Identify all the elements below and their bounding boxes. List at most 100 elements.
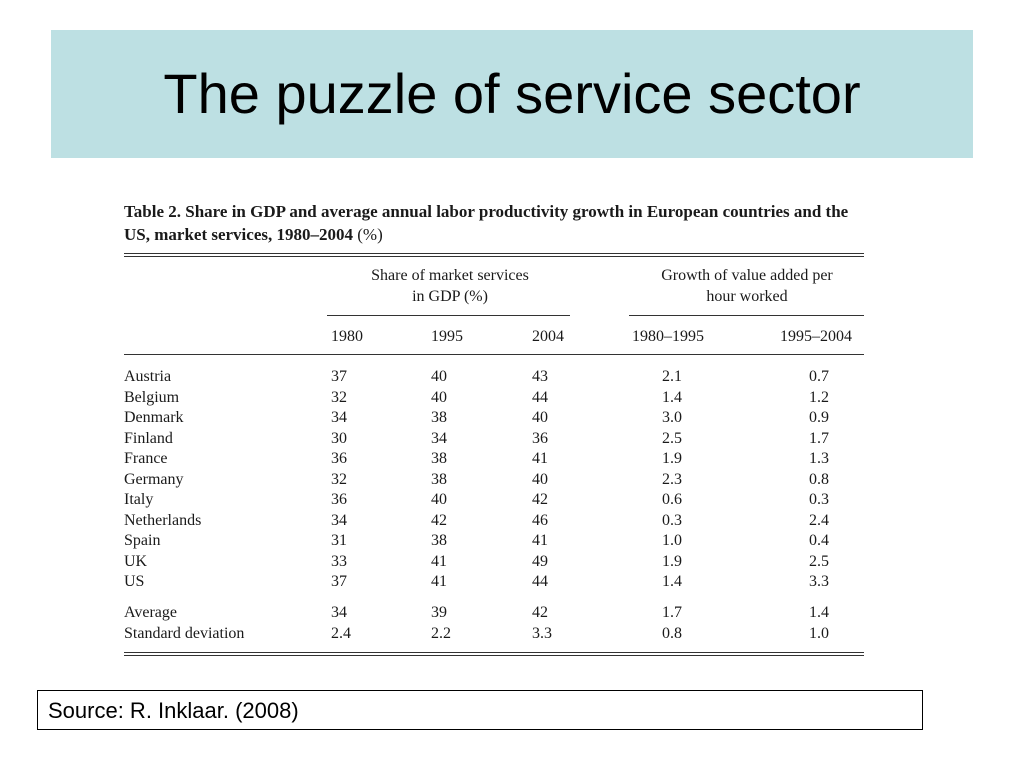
cell-share-1980: 32 <box>331 470 347 488</box>
cell-share-2004: 41 <box>532 450 548 467</box>
cell-growth-1980-1995: 2.1 <box>662 368 682 385</box>
group-header-share: Share of market services in GDP (%) <box>371 267 529 305</box>
column-header-2004: 2004 <box>532 328 564 345</box>
cell-share-2004: 44 <box>532 573 548 590</box>
cell-country: US <box>124 573 145 590</box>
cell-country: Average <box>124 604 177 621</box>
cell-share-1995: 40 <box>431 491 447 508</box>
cell-share-1995: 41 <box>431 573 447 590</box>
column-header-1980-1995: 1980–1995 <box>632 328 704 345</box>
cell-country: Finland <box>124 429 173 447</box>
cell-growth-1995-2004: 1.0 <box>809 624 829 642</box>
cell-share-1980: 34 <box>331 604 347 621</box>
cell-share-1980: 34 <box>331 511 347 529</box>
table-row: Austria 37 40 43 2.1 0.7 <box>124 367 864 387</box>
cell-growth-1995-2004: 0.3 <box>809 491 829 508</box>
cell-country: Germany <box>124 470 184 488</box>
table-row: Belgium 32 40 44 1.4 1.2 <box>124 388 864 408</box>
cell-growth-1980-1995: 1.9 <box>662 552 682 570</box>
cell-share-1980: 33 <box>331 552 347 570</box>
cell-growth-1980-1995: 0.6 <box>662 491 682 508</box>
cell-growth-1980-1995: 1.0 <box>662 532 682 549</box>
column-header-1995: 1995 <box>431 328 463 345</box>
table-row: UK 33 41 49 1.9 2.5 <box>124 552 864 572</box>
cell-share-1980: 36 <box>331 491 347 508</box>
cell-share-1995: 2.2 <box>431 624 451 642</box>
cell-growth-1980-1995: 0.3 <box>662 511 682 529</box>
cell-share-1995: 42 <box>431 511 447 529</box>
cell-country: UK <box>124 552 148 570</box>
cell-share-1980: 30 <box>331 429 347 447</box>
cell-country: Italy <box>124 491 154 508</box>
table-caption-text: Table 2. Share in GDP and average annual… <box>124 202 849 244</box>
cell-share-1995: 38 <box>431 450 447 467</box>
cell-share-1995: 39 <box>431 604 447 621</box>
summary-row: Average 34 39 42 1.7 1.4 <box>124 603 864 623</box>
cell-share-2004: 40 <box>532 409 548 426</box>
cell-growth-1995-2004: 0.9 <box>809 409 829 426</box>
table-row: Germany 32 38 40 2.3 0.8 <box>124 470 864 490</box>
cell-share-1980: 37 <box>331 368 347 385</box>
cell-growth-1995-2004: 2.5 <box>809 552 829 570</box>
cell-growth-1995-2004: 0.7 <box>809 368 829 385</box>
column-header-1995-2004: 1995–2004 <box>780 328 852 345</box>
cell-share-2004: 43 <box>532 368 548 385</box>
column-header-1980: 1980 <box>331 328 363 345</box>
group-rule-share <box>327 315 570 316</box>
cell-growth-1980-1995: 3.0 <box>662 409 682 426</box>
cell-share-2004: 41 <box>532 532 548 549</box>
table-top-rule <box>124 253 864 257</box>
summary-row: Standard deviation 2.4 2.2 3.3 0.8 1.0 <box>124 624 864 644</box>
cell-growth-1980-1995: 0.8 <box>662 624 682 642</box>
cell-share-2004: 36 <box>532 429 548 447</box>
cell-share-1980: 32 <box>331 388 347 406</box>
cell-growth-1995-2004: 0.8 <box>809 470 829 488</box>
cell-share-2004: 44 <box>532 388 548 406</box>
table-caption-unit: (%) <box>357 225 383 244</box>
cell-share-1995: 38 <box>431 532 447 549</box>
cell-growth-1995-2004: 3.3 <box>809 573 829 590</box>
source-text: Source: R. Inklaar. (2008) <box>48 698 299 723</box>
cell-growth-1995-2004: 1.3 <box>809 450 829 467</box>
table-figure: Table 2. Share in GDP and average annual… <box>124 196 864 666</box>
cell-growth-1980-1995: 2.5 <box>662 429 682 447</box>
cell-share-1980: 34 <box>331 409 347 426</box>
table-row: Netherlands 34 42 46 0.3 2.4 <box>124 511 864 531</box>
cell-share-1995: 34 <box>431 429 447 447</box>
table-row: Spain 31 38 41 1.0 0.4 <box>124 531 864 551</box>
cell-country: Denmark <box>124 409 184 426</box>
cell-share-1980: 31 <box>331 532 347 549</box>
cell-country: Netherlands <box>124 511 202 529</box>
cell-growth-1995-2004: 1.4 <box>809 604 829 621</box>
table-row: Finland 30 34 36 2.5 1.7 <box>124 429 864 449</box>
cell-share-2004: 42 <box>532 604 548 621</box>
cell-share-1995: 40 <box>431 388 447 406</box>
cell-share-1980: 2.4 <box>331 624 351 642</box>
group-rule-growth <box>629 315 864 316</box>
cell-growth-1995-2004: 2.4 <box>809 511 829 529</box>
cell-share-1995: 40 <box>431 368 447 385</box>
cell-country: Austria <box>124 368 172 385</box>
cell-share-1980: 36 <box>331 450 347 467</box>
source-box: Source: R. Inklaar. (2008) <box>37 690 923 730</box>
table-row: Italy 36 40 42 0.6 0.3 <box>124 490 864 510</box>
cell-growth-1995-2004: 1.7 <box>809 429 829 447</box>
cell-growth-1980-1995: 1.7 <box>662 604 682 621</box>
cell-share-1995: 41 <box>431 552 447 570</box>
slide-title: The puzzle of service sector <box>163 62 861 125</box>
cell-share-2004: 3.3 <box>532 624 552 642</box>
table-row: Denmark 34 38 40 3.0 0.9 <box>124 408 864 428</box>
title-banner: The puzzle of service sector <box>51 30 973 158</box>
table-row: US 37 41 44 1.4 3.3 <box>124 572 864 592</box>
cell-country: France <box>124 450 168 467</box>
cell-growth-1980-1995: 1.4 <box>662 573 682 590</box>
cell-share-1995: 38 <box>431 409 447 426</box>
cell-share-2004: 46 <box>532 511 548 529</box>
table-bottom-rule <box>124 652 864 656</box>
cell-share-1980: 37 <box>331 573 347 590</box>
cell-share-1995: 38 <box>431 470 447 488</box>
cell-share-2004: 40 <box>532 470 548 488</box>
cell-growth-1980-1995: 1.4 <box>662 388 682 406</box>
cell-share-2004: 42 <box>532 491 548 508</box>
cell-country: Standard deviation <box>124 624 245 642</box>
